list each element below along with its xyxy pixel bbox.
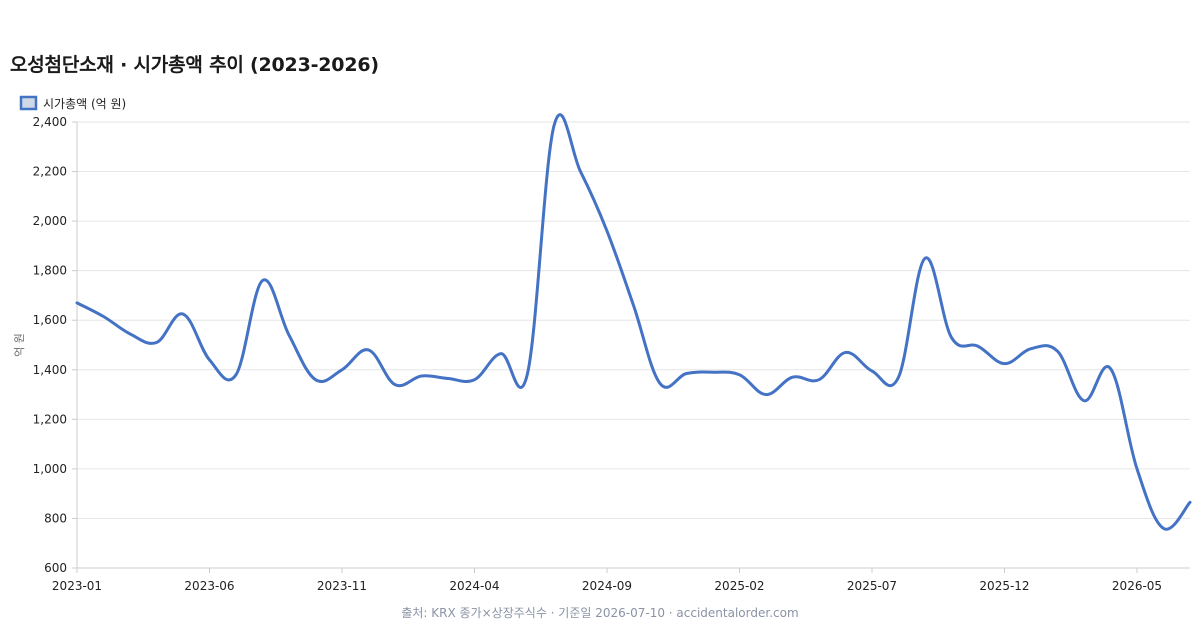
x-tick-label: 2026-05 bbox=[1112, 579, 1162, 593]
x-tick-label: 2024-09 bbox=[582, 579, 632, 593]
data-point[interactable] bbox=[127, 331, 133, 337]
data-point[interactable] bbox=[631, 302, 637, 308]
series-line-market-cap bbox=[75, 113, 1192, 531]
data-point[interactable] bbox=[207, 357, 213, 363]
data-point[interactable] bbox=[657, 380, 663, 386]
data-point[interactable] bbox=[525, 370, 531, 376]
y-tick-label: 2,000 bbox=[33, 214, 67, 228]
data-point[interactable] bbox=[1108, 366, 1114, 372]
y-tick-label: 600 bbox=[44, 561, 67, 575]
data-point[interactable] bbox=[975, 343, 981, 349]
data-point[interactable] bbox=[366, 347, 372, 353]
data-point[interactable] bbox=[74, 300, 80, 306]
y-tick-label: 1,000 bbox=[33, 462, 67, 476]
y-tick-label: 2,200 bbox=[33, 165, 67, 179]
y-tick-label: 1,400 bbox=[33, 363, 67, 377]
series-layer bbox=[74, 113, 1193, 531]
data-point[interactable] bbox=[101, 314, 107, 320]
data-point[interactable] bbox=[1134, 466, 1140, 472]
data-point[interactable] bbox=[790, 374, 796, 380]
x-tick-label: 2025-12 bbox=[979, 579, 1029, 593]
data-point[interactable] bbox=[710, 369, 716, 375]
y-tick-label: 1,200 bbox=[33, 412, 67, 426]
data-point[interactable] bbox=[737, 372, 743, 378]
data-point[interactable] bbox=[816, 377, 822, 383]
data-point[interactable] bbox=[604, 228, 610, 234]
x-tick-label: 2025-02 bbox=[714, 579, 764, 593]
y-tick-label: 1,800 bbox=[33, 264, 67, 278]
data-point[interactable] bbox=[260, 278, 266, 284]
data-point[interactable] bbox=[551, 123, 557, 129]
data-point[interactable] bbox=[419, 373, 425, 379]
data-point[interactable] bbox=[1028, 346, 1034, 352]
data-point[interactable] bbox=[684, 370, 690, 376]
data-point[interactable] bbox=[1081, 398, 1087, 404]
chart-title: 오성첨단소재 · 시가총액 추이 (2023-2026) bbox=[10, 54, 379, 76]
data-point[interactable] bbox=[578, 169, 584, 175]
y-tick-label: 2,400 bbox=[33, 115, 67, 129]
data-point[interactable] bbox=[445, 375, 451, 381]
y-axis-label: 억 원 bbox=[13, 333, 26, 357]
data-point[interactable] bbox=[472, 377, 478, 383]
legend-swatch[interactable] bbox=[19, 95, 38, 111]
data-point[interactable] bbox=[869, 368, 875, 374]
x-tick-label: 2023-01 bbox=[52, 579, 102, 593]
data-point[interactable] bbox=[1187, 499, 1193, 505]
data-point[interactable] bbox=[1055, 348, 1061, 354]
data-point[interactable] bbox=[233, 372, 239, 378]
x-axis-ticks: 2023-01 2023-06 2023-11 2024-04 2024-09 2025-… bbox=[52, 568, 1162, 593]
legend[interactable]: 시가총액 (억 원) bbox=[19, 95, 126, 111]
source-footer: 출처: KRX 종가×상장주식수 · 기준일 2026-07-10 · acci… bbox=[401, 606, 799, 620]
data-point[interactable] bbox=[1161, 525, 1167, 531]
x-tick-label: 2025-07 bbox=[847, 579, 897, 593]
data-point[interactable] bbox=[313, 377, 319, 383]
legend-label[interactable]: 시가총액 (억 원) bbox=[43, 97, 126, 111]
data-point[interactable] bbox=[154, 340, 160, 346]
x-tick-label: 2023-11 bbox=[317, 579, 367, 593]
y-tick-label: 800 bbox=[44, 511, 67, 525]
data-point[interactable] bbox=[843, 349, 849, 355]
y-tick-label: 1,600 bbox=[33, 313, 67, 327]
data-point[interactable] bbox=[180, 311, 186, 317]
data-point[interactable] bbox=[763, 392, 769, 398]
data-point[interactable] bbox=[949, 335, 955, 341]
x-tick-label: 2024-04 bbox=[449, 579, 499, 593]
data-point[interactable] bbox=[1002, 361, 1008, 367]
data-point[interactable] bbox=[498, 351, 504, 357]
data-point[interactable] bbox=[339, 367, 345, 373]
x-tick-label: 2023-06 bbox=[184, 579, 234, 593]
data-point[interactable] bbox=[896, 374, 902, 380]
data-point[interactable] bbox=[922, 255, 928, 261]
y-axis-ticks: 600 800 1,000 1,200 1,400 1,600 1,800 2,000 2,20… bbox=[33, 115, 77, 575]
data-point[interactable] bbox=[392, 382, 398, 388]
data-point[interactable] bbox=[286, 332, 292, 338]
